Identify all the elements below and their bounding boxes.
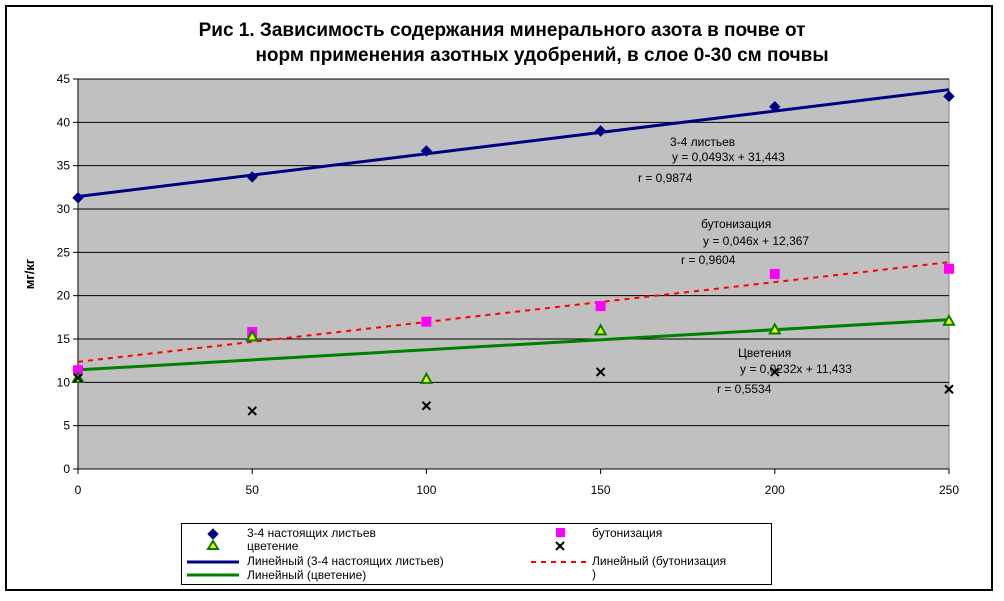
legend-label-trend-flowering: Линейный (цветение) — [247, 568, 367, 582]
legend-marker-unlabeled — [555, 541, 565, 551]
point-budding — [595, 301, 606, 312]
point-leaves — [420, 145, 433, 157]
trendline-1 — [77, 261, 950, 363]
annotation-flowering-name: Цветения — [738, 346, 791, 360]
point-leaves — [72, 192, 84, 204]
point-leaves — [769, 101, 781, 113]
gridlines — [78, 78, 949, 427]
point-budding — [421, 316, 432, 327]
annotation-budding-r: r = 0,9604 — [681, 253, 736, 267]
y-tick-label: 25 — [57, 245, 71, 259]
annotation-leaves-name: 3-4 листьев — [670, 135, 735, 149]
data-points — [71, 90, 956, 416]
annotation-leaves-equation: y = 0,0493x + 31,443 — [672, 150, 785, 164]
legend-label-trend-budding: Линейный (бутонизация — [592, 554, 727, 568]
point-unlabeled — [944, 384, 954, 394]
x-tick-label: 100 — [416, 483, 436, 497]
x-tick-label: 250 — [939, 483, 959, 497]
axes: 0 5 10 15 20 25 30 35 40 45 0 50 100 150 200 250 — [57, 72, 960, 497]
y-tick-label: 40 — [57, 115, 71, 129]
point-unlabeled — [73, 373, 83, 383]
plot-area — [77, 78, 950, 470]
y-tick-label: 45 — [57, 72, 71, 86]
point-flowering — [245, 329, 259, 342]
point-leaves — [943, 90, 955, 103]
point-unlabeled — [247, 406, 257, 416]
point-flowering — [768, 322, 782, 335]
legend-label-budding: бутонизация — [592, 526, 663, 540]
y-tick-label: 20 — [57, 289, 71, 303]
point-budding — [944, 263, 954, 274]
legend-marker-flowering — [206, 539, 220, 550]
point-unlabeled — [770, 367, 780, 377]
trendline-2 — [77, 318, 950, 372]
annotation-flowering-equation: y = 0,0232x + 11,433 — [740, 362, 852, 376]
point-unlabeled — [421, 401, 432, 411]
annotation-flowering-r: r = 0,5534 — [717, 382, 772, 396]
point-flowering — [942, 313, 956, 326]
legend-label-flowering: цветение — [247, 539, 299, 553]
point-leaves — [246, 171, 258, 183]
point-leaves — [594, 125, 607, 137]
legend-label-trend-budding-cont: ) — [592, 567, 596, 581]
annotation-budding-equation: y = 0,046x + 12,367 — [703, 234, 809, 248]
x-tick-label: 200 — [765, 483, 785, 497]
legend-label-leaves: 3-4 настоящих листьев — [247, 526, 376, 540]
y-tick-label: 30 — [57, 202, 71, 216]
trendlines — [77, 88, 950, 372]
y-tick-label: 5 — [63, 419, 70, 433]
legend: 3-4 настоящих листьев цветение Линейный … — [181, 523, 772, 585]
point-flowering — [419, 371, 434, 384]
y-axis-label: мг/кг — [22, 258, 37, 289]
point-budding — [769, 269, 780, 279]
legend-marker-budding — [556, 528, 565, 537]
point-budding — [73, 365, 83, 376]
x-tick-label: 0 — [75, 483, 82, 497]
y-tick-label: 15 — [57, 332, 71, 346]
y-tick-label: 0 — [63, 462, 70, 476]
x-tick-label: 150 — [591, 483, 611, 497]
chart-title-line1: Рис 1. Зависимость содержания минерально… — [198, 20, 806, 41]
legend-label-trend-leaves: Линейный (3-4 настоящих листьев) — [247, 554, 444, 568]
y-tick-label: 10 — [57, 375, 71, 389]
legend-symbols — [187, 528, 587, 577]
point-flowering — [593, 323, 608, 336]
annotation-budding-name: бутонизация — [701, 217, 771, 231]
chart-title-line2: норм применения азотных удобрений, в сло… — [255, 45, 829, 66]
y-tick-label: 35 — [57, 159, 71, 173]
x-tick-label: 50 — [246, 483, 260, 497]
trendline-0 — [77, 88, 950, 198]
chart-title: Рис 1. Зависимость содержания минерально… — [0, 18, 1004, 68]
annotation-leaves-r: r = 0,9874 — [638, 171, 693, 185]
point-unlabeled — [595, 367, 606, 377]
legend-marker-leaves — [207, 528, 219, 540]
